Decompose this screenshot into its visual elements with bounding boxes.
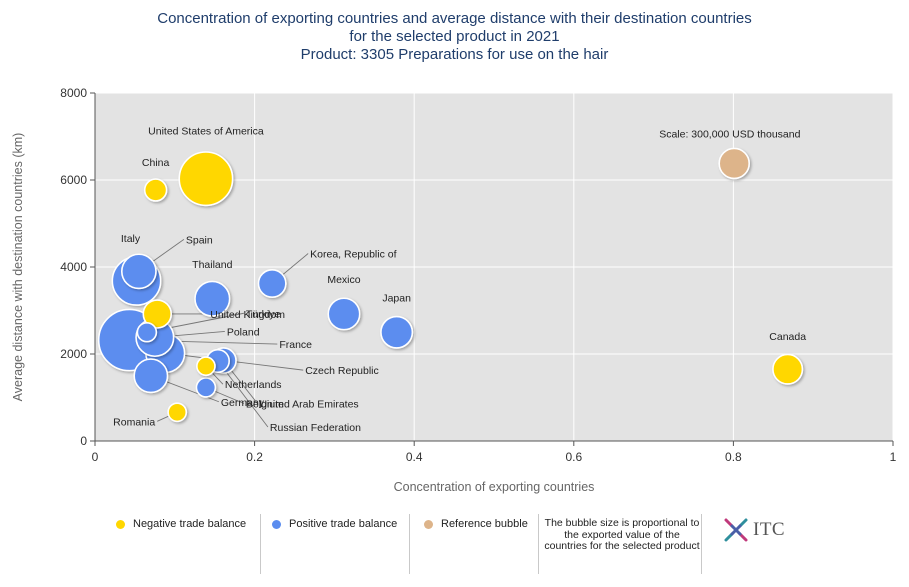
- legend-size-note: The bubble size is proportional to the e…: [544, 517, 700, 552]
- x-tick-label: 1: [890, 450, 897, 464]
- bubble-chart: 0 0.2 0.4 0.6 0.8 1 0 2000 4000 6000 8000 United S…: [11, 86, 897, 494]
- y-tick-label: 6000: [60, 173, 87, 187]
- bubble-japan[interactable]: [380, 315, 414, 349]
- bubble-label-thailand: Thailand: [192, 259, 232, 271]
- reference-dot-icon: [424, 519, 433, 529]
- bubble-label-italy: Italy: [121, 233, 141, 245]
- y-tick-label: 8000: [60, 86, 87, 100]
- legend-item-positive: Positive trade balance: [272, 518, 397, 530]
- negative-dot-icon: [116, 519, 125, 529]
- bubble-label-scale-300-000-usd-thousand: Scale: 300,000 USD thousand: [659, 128, 800, 140]
- bubble-label-united-kingdom: United Kingdom: [210, 309, 285, 321]
- legend-item-negative: Negative trade balance: [116, 518, 246, 530]
- bubbles: [97, 147, 804, 423]
- bubble-label-spain: Spain: [186, 234, 213, 246]
- bubble-united-kingdom[interactable]: [142, 299, 173, 329]
- x-axis-label: Concentration of exporting countries: [394, 480, 595, 494]
- bubble-romania[interactable]: [167, 402, 188, 423]
- x-tick-label: 0.8: [725, 450, 742, 464]
- y-axis-label: Average distance with destination countr…: [11, 133, 25, 402]
- bubble-label-t-rkiye: Türkiye: [246, 308, 281, 320]
- bubble-mexico[interactable]: [327, 297, 361, 331]
- legend-positive-label: Positive trade balance: [289, 518, 398, 530]
- bubble-label-france: France: [279, 339, 312, 351]
- bubble-label-korea-republic-of: Korea, Republic of: [310, 249, 396, 261]
- title-line-1: Concentration of exporting countries and…: [157, 10, 752, 27]
- bubble-label-netherlands: Netherlands: [225, 379, 282, 391]
- x-tick-label: 0.2: [246, 450, 263, 464]
- bubble-netherlands[interactable]: [196, 356, 216, 377]
- bubble-china[interactable]: [143, 178, 168, 202]
- x-tick-label: 0: [92, 450, 99, 464]
- bubble-label-belgium: Belgium: [246, 398, 284, 410]
- itc-logo: ITC: [723, 517, 785, 543]
- bubble-label-japan: Japan: [382, 292, 411, 304]
- bubble-label-mexico: Mexico: [327, 274, 360, 286]
- bubble-belgium[interactable]: [195, 377, 217, 398]
- bubble-label-united-states-of-america: United States of America: [148, 126, 264, 138]
- x-tick-label: 0.4: [406, 450, 423, 464]
- legend-divider: [260, 514, 261, 574]
- y-tick-label: 4000: [60, 260, 87, 274]
- positive-dot-icon: [272, 519, 281, 529]
- bubble-label-poland: Poland: [227, 326, 260, 338]
- bubble-label-united-arab-emirates: United Arab Emirates: [259, 399, 358, 411]
- legend-divider: [409, 514, 410, 574]
- bubble-label-romania: Romania: [113, 416, 155, 428]
- itc-logo-text: ITC: [753, 519, 786, 540]
- legend-negative-label: Negative trade balance: [133, 518, 247, 530]
- bubble-germany[interactable]: [133, 358, 169, 394]
- bubble-united-states-of-america[interactable]: [178, 151, 234, 207]
- bubble-thailand[interactable]: [194, 280, 231, 317]
- bubble-label-germany: Germany: [221, 397, 265, 409]
- bubble-t-rkiye[interactable]: [136, 321, 158, 343]
- legend-divider: [538, 514, 539, 574]
- itc-logo-icon: [724, 518, 748, 542]
- chart-title: Concentration of exporting countries and…: [0, 10, 909, 64]
- legend-item-reference: Reference bubble: [424, 518, 528, 530]
- bubble-canada[interactable]: [772, 353, 804, 385]
- bubble-spain[interactable]: [120, 253, 157, 290]
- bubble-label-china: China: [142, 157, 170, 169]
- bubble-scale-300-000-usd-thousand[interactable]: [718, 147, 750, 180]
- legend: Negative trade balance Positive trade ba…: [98, 514, 798, 574]
- x-tick-label: 0.6: [565, 450, 582, 464]
- title-line-2: for the selected product in 2021: [349, 28, 560, 45]
- bubble-korea-republic-of[interactable]: [257, 269, 287, 299]
- title-line-3: Product: 3305 Preparations for use on th…: [300, 46, 609, 63]
- legend-reference-label: Reference bubble: [441, 518, 528, 530]
- bubble-label-canada: Canada: [769, 331, 806, 343]
- y-tick-label: 0: [80, 434, 87, 448]
- y-tick-label: 2000: [60, 347, 87, 361]
- bubble-label-czech-republic: Czech Republic: [305, 365, 379, 377]
- bubble-label-russian-federation: Russian Federation: [270, 422, 361, 434]
- bubble-labels: United States of America China Italy Spain T…: [113, 126, 806, 434]
- axes: 0 0.2 0.4 0.6 0.8 1 0 2000 4000 6000 8000: [60, 86, 896, 464]
- legend-divider: [701, 514, 702, 574]
